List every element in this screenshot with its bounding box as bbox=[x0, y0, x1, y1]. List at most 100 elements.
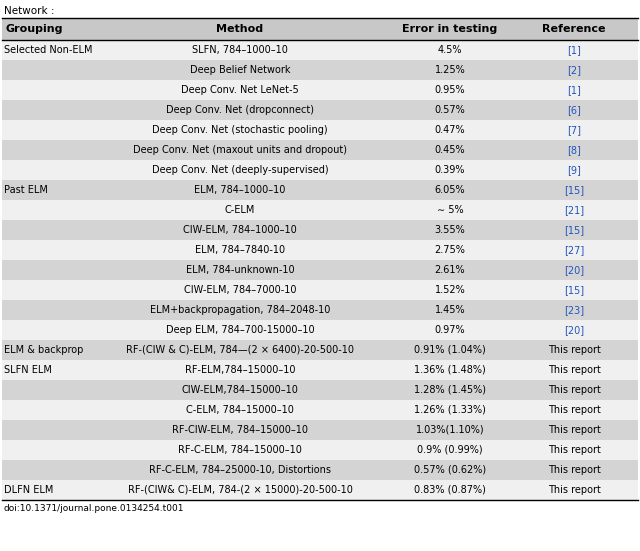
Text: ELM, 784–7840-10: ELM, 784–7840-10 bbox=[195, 245, 285, 255]
Bar bbox=[2, 40, 638, 60]
Text: [6]: [6] bbox=[567, 105, 581, 115]
Text: Error in testing: Error in testing bbox=[403, 24, 498, 34]
Text: 2.61%: 2.61% bbox=[435, 265, 465, 275]
Text: CIW-ELM,784–15000–10: CIW-ELM,784–15000–10 bbox=[182, 385, 298, 395]
Text: Selected Non-ELM: Selected Non-ELM bbox=[4, 45, 93, 55]
Text: [21]: [21] bbox=[564, 205, 584, 215]
Text: [9]: [9] bbox=[567, 165, 581, 175]
Text: [15]: [15] bbox=[564, 185, 584, 195]
Text: Method: Method bbox=[216, 24, 264, 34]
Text: This report: This report bbox=[548, 465, 600, 475]
Text: Grouping: Grouping bbox=[5, 24, 63, 34]
Text: 2.75%: 2.75% bbox=[435, 245, 465, 255]
Text: 1.52%: 1.52% bbox=[435, 285, 465, 295]
Text: C-ELM: C-ELM bbox=[225, 205, 255, 215]
Text: RF-C-ELM, 784–15000–10: RF-C-ELM, 784–15000–10 bbox=[178, 445, 302, 455]
Bar bbox=[2, 380, 638, 400]
Text: 0.83% (0.87%): 0.83% (0.87%) bbox=[414, 485, 486, 495]
Bar bbox=[2, 280, 638, 300]
Bar bbox=[2, 360, 638, 380]
Bar bbox=[2, 320, 638, 340]
Bar bbox=[2, 400, 638, 420]
Text: [27]: [27] bbox=[564, 245, 584, 255]
Text: Deep Belief Network: Deep Belief Network bbox=[189, 65, 291, 75]
Text: ∼ 5%: ∼ 5% bbox=[436, 205, 463, 215]
Text: C-ELM, 784–15000–10: C-ELM, 784–15000–10 bbox=[186, 405, 294, 415]
Text: 4.5%: 4.5% bbox=[438, 45, 462, 55]
Text: 0.47%: 0.47% bbox=[435, 125, 465, 135]
Bar bbox=[2, 120, 638, 140]
Text: 0.97%: 0.97% bbox=[435, 325, 465, 335]
Text: This report: This report bbox=[548, 425, 600, 435]
Text: 0.9% (0.99%): 0.9% (0.99%) bbox=[417, 445, 483, 455]
Bar bbox=[2, 420, 638, 440]
Bar bbox=[2, 220, 638, 240]
Text: [15]: [15] bbox=[564, 285, 584, 295]
Bar bbox=[2, 140, 638, 160]
Text: RF-(CIW& C)-ELM, 784-(2 × 15000)-20-500-10: RF-(CIW& C)-ELM, 784-(2 × 15000)-20-500-… bbox=[127, 485, 353, 495]
Text: Deep Conv. Net (stochastic pooling): Deep Conv. Net (stochastic pooling) bbox=[152, 125, 328, 135]
Text: Deep Conv. Net (dropconnect): Deep Conv. Net (dropconnect) bbox=[166, 105, 314, 115]
Text: 0.45%: 0.45% bbox=[435, 145, 465, 155]
Text: 1.45%: 1.45% bbox=[435, 305, 465, 315]
Text: DLFN ELM: DLFN ELM bbox=[4, 485, 53, 495]
Text: ELM+backpropagation, 784–2048-10: ELM+backpropagation, 784–2048-10 bbox=[150, 305, 330, 315]
Text: This report: This report bbox=[548, 405, 600, 415]
Bar bbox=[2, 160, 638, 180]
Text: [20]: [20] bbox=[564, 325, 584, 335]
Text: 0.57%: 0.57% bbox=[435, 105, 465, 115]
Text: This report: This report bbox=[548, 345, 600, 355]
Bar bbox=[2, 300, 638, 320]
Text: 1.03%(1.10%): 1.03%(1.10%) bbox=[416, 425, 484, 435]
Text: [1]: [1] bbox=[567, 45, 581, 55]
Text: 0.95%: 0.95% bbox=[435, 85, 465, 95]
Text: 3.55%: 3.55% bbox=[435, 225, 465, 235]
Text: [7]: [7] bbox=[567, 125, 581, 135]
Text: Deep Conv. Net (deeply-supervised): Deep Conv. Net (deeply-supervised) bbox=[152, 165, 328, 175]
Text: Deep Conv. Net LeNet-5: Deep Conv. Net LeNet-5 bbox=[181, 85, 299, 95]
Text: 1.25%: 1.25% bbox=[435, 65, 465, 75]
Text: RF-(CIW & C)-ELM, 784—(2 × 6400)-20-500-10: RF-(CIW & C)-ELM, 784—(2 × 6400)-20-500-… bbox=[126, 345, 354, 355]
Text: SLFN ELM: SLFN ELM bbox=[4, 365, 52, 375]
Bar bbox=[2, 180, 638, 200]
Text: [23]: [23] bbox=[564, 305, 584, 315]
Bar bbox=[2, 80, 638, 100]
Bar bbox=[2, 100, 638, 120]
Text: 0.39%: 0.39% bbox=[435, 165, 465, 175]
Text: 1.28% (1.45%): 1.28% (1.45%) bbox=[414, 385, 486, 395]
Text: 6.05%: 6.05% bbox=[435, 185, 465, 195]
Text: RF-CIW-ELM, 784–15000–10: RF-CIW-ELM, 784–15000–10 bbox=[172, 425, 308, 435]
Text: RF-ELM,784–15000–10: RF-ELM,784–15000–10 bbox=[185, 365, 295, 375]
Text: ELM, 784–1000–10: ELM, 784–1000–10 bbox=[195, 185, 285, 195]
Bar bbox=[2, 440, 638, 460]
Text: Reference: Reference bbox=[542, 24, 605, 34]
Text: Deep Conv. Net (maxout units and dropout): Deep Conv. Net (maxout units and dropout… bbox=[133, 145, 347, 155]
Text: ELM & backprop: ELM & backprop bbox=[4, 345, 83, 355]
Text: This report: This report bbox=[548, 485, 600, 495]
Bar bbox=[2, 200, 638, 220]
Text: Deep ELM, 784–700-15000–10: Deep ELM, 784–700-15000–10 bbox=[166, 325, 314, 335]
Text: SLFN, 784–1000–10: SLFN, 784–1000–10 bbox=[192, 45, 288, 55]
Text: RF-C-ELM, 784–25000-10, Distortions: RF-C-ELM, 784–25000-10, Distortions bbox=[149, 465, 331, 475]
Text: Network :: Network : bbox=[4, 6, 54, 16]
Text: [1]: [1] bbox=[567, 85, 581, 95]
Text: 0.57% (0.62%): 0.57% (0.62%) bbox=[414, 465, 486, 475]
Text: [20]: [20] bbox=[564, 265, 584, 275]
Text: 0.91% (1.04%): 0.91% (1.04%) bbox=[414, 345, 486, 355]
Text: [8]: [8] bbox=[567, 145, 581, 155]
Bar bbox=[2, 60, 638, 80]
Text: [2]: [2] bbox=[567, 65, 581, 75]
Text: CIW-ELM, 784–7000-10: CIW-ELM, 784–7000-10 bbox=[184, 285, 296, 295]
Text: 1.36% (1.48%): 1.36% (1.48%) bbox=[414, 365, 486, 375]
Text: CIW-ELM, 784–1000–10: CIW-ELM, 784–1000–10 bbox=[183, 225, 297, 235]
Text: [15]: [15] bbox=[564, 225, 584, 235]
Bar bbox=[2, 340, 638, 360]
Text: This report: This report bbox=[548, 385, 600, 395]
Text: This report: This report bbox=[548, 445, 600, 455]
Bar bbox=[2, 480, 638, 500]
Text: This report: This report bbox=[548, 365, 600, 375]
Text: 1.26% (1.33%): 1.26% (1.33%) bbox=[414, 405, 486, 415]
Text: Past ELM: Past ELM bbox=[4, 185, 48, 195]
Bar bbox=[2, 460, 638, 480]
Bar bbox=[2, 260, 638, 280]
